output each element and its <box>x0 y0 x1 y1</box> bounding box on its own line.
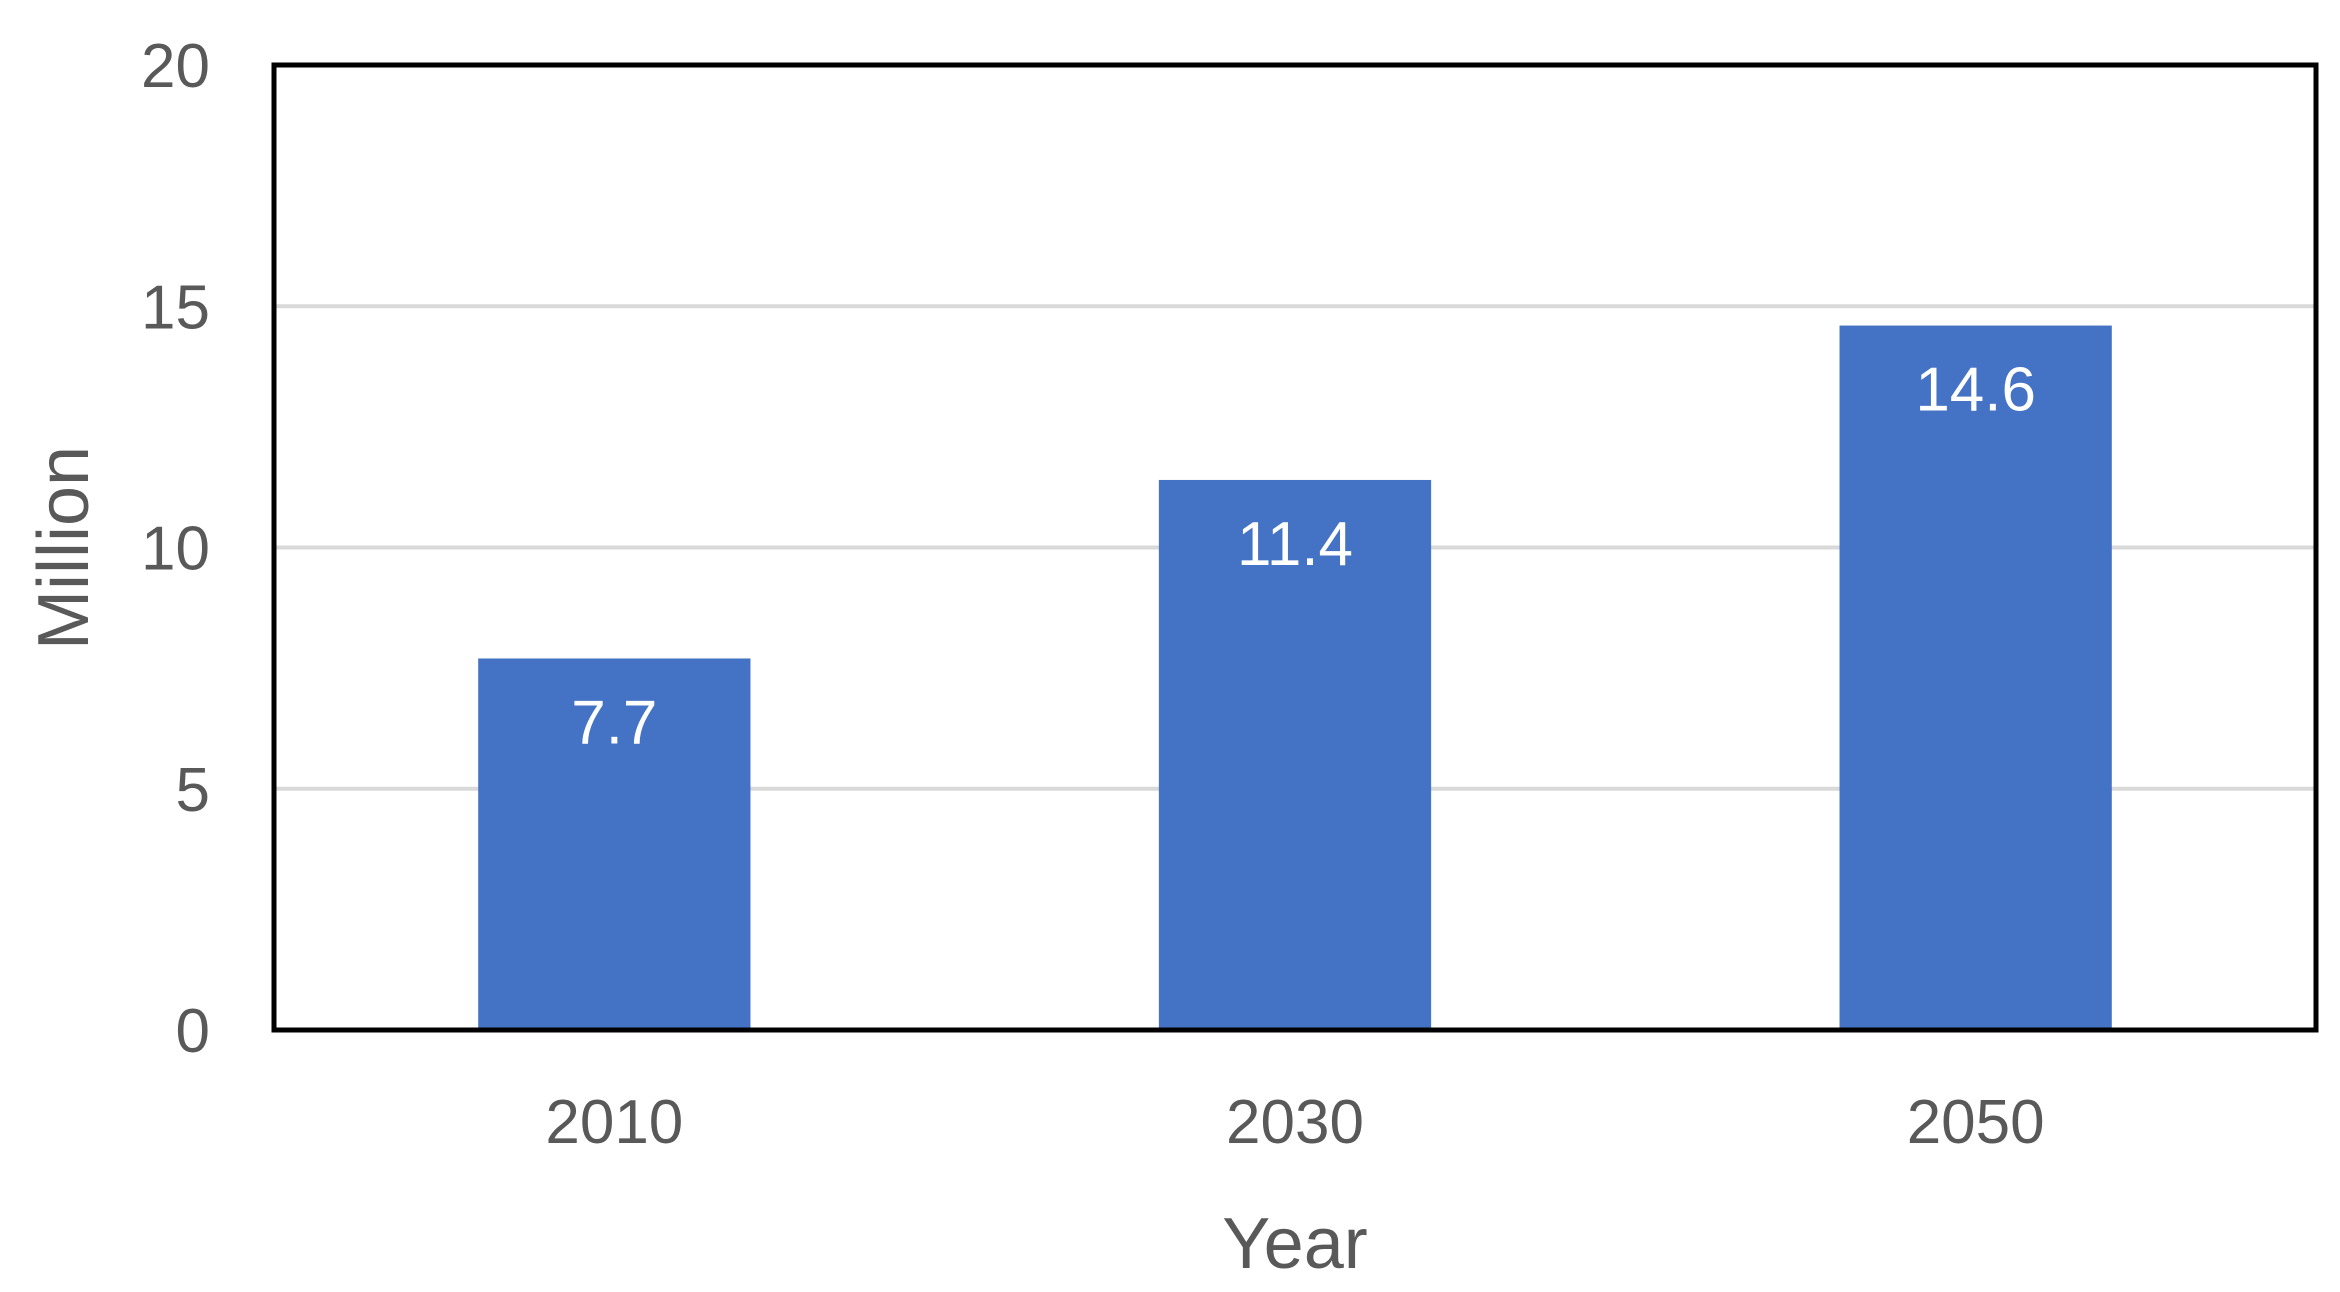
y-tick-label: 15 <box>141 273 210 342</box>
bars <box>478 325 2112 1030</box>
x-tick-label: 2030 <box>1226 1088 1364 1157</box>
bar-2010 <box>478 658 751 1030</box>
x-tick-label: 2050 <box>1907 1088 2045 1157</box>
y-axis-title: Million <box>24 446 104 650</box>
x-axis-title: Year <box>1222 1204 1367 1284</box>
y-tick-label: 20 <box>141 32 210 101</box>
data-label-2050: 14.6 <box>1915 356 2036 425</box>
bar-2050 <box>1839 325 2112 1030</box>
y-tick-label: 5 <box>176 756 210 825</box>
plot-frame <box>271 62 2319 1033</box>
x-axis-ticks: 2010 2030 2050 <box>545 1088 2044 1157</box>
y-tick-label: 10 <box>141 515 210 584</box>
y-tick-label: 0 <box>176 997 210 1066</box>
data-label-2010: 7.7 <box>571 688 657 757</box>
x-tick-label: 2010 <box>545 1088 683 1157</box>
data-labels: 7.7 11.4 14.6 <box>571 356 2036 758</box>
bar-2030 <box>1158 479 1432 1030</box>
data-label-2030: 11.4 <box>1237 510 1353 579</box>
y-axis-ticks: 0 5 10 15 20 <box>141 32 210 1066</box>
